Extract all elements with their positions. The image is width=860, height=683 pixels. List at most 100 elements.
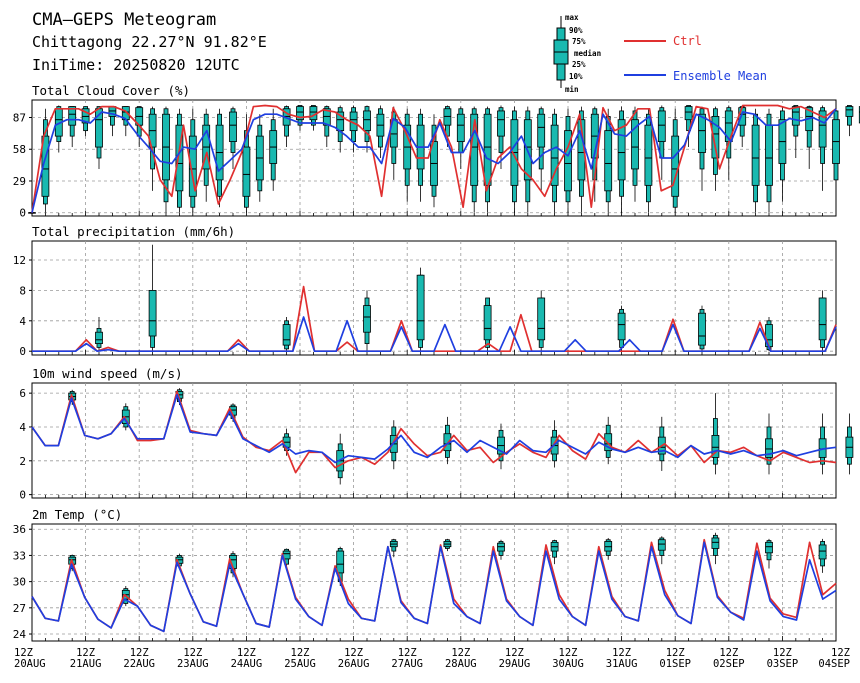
x-tick-label-date: 02SEP — [713, 658, 745, 670]
ensemble-box — [711, 532, 720, 565]
box-p25-p75 — [711, 116, 720, 159]
box-p25-p75 — [537, 297, 546, 341]
ensemble-box — [523, 106, 532, 213]
y-tick-label: 0 — [19, 207, 26, 220]
box-p25-p75 — [363, 110, 371, 132]
ensemble-box — [631, 106, 639, 202]
box-p25-p75 — [336, 550, 345, 574]
x-tick-label-hour: 12Z — [291, 647, 310, 659]
y-tick-label: 24 — [13, 628, 27, 641]
x-tick-label-date: 23AUG — [177, 658, 209, 670]
x-tick-label-date: 04SEP — [818, 658, 850, 670]
ensemble-box — [765, 317, 773, 352]
mean-series-line — [32, 316, 837, 353]
box-p25-p75 — [751, 124, 760, 186]
box-p25-p75 — [483, 305, 492, 341]
x-tick-label-date: 03SEP — [767, 658, 799, 670]
x-tick-label-date: 28AUG — [445, 658, 477, 670]
init-time-label: IniTime: 20250820 12UTC — [32, 56, 240, 74]
ensemble-box — [416, 267, 425, 352]
ensemble-box — [497, 105, 505, 169]
ensemble-box — [698, 305, 706, 352]
ensemble-box — [818, 538, 827, 573]
box-p25-p75 — [456, 113, 465, 142]
box-p25-p75 — [604, 433, 613, 452]
box-p25-p75 — [738, 107, 747, 126]
box-p25-p75 — [631, 119, 639, 170]
x-tick-label-date: 27AUG — [391, 658, 423, 670]
ensemble-box — [403, 108, 412, 202]
ensemble-box — [95, 317, 103, 352]
ensemble-box — [818, 290, 827, 352]
ensemble-box — [644, 108, 653, 213]
mean-series-line — [31, 393, 837, 464]
ensemble-box — [148, 244, 157, 352]
ensemble-box — [671, 108, 680, 213]
box-p25-p75 — [550, 124, 559, 186]
mean-series-line — [31, 541, 837, 633]
mean-series-line — [31, 108, 837, 213]
y-tick-label: 4 — [19, 315, 26, 328]
panel-title: 10m wind speed (m/s) — [32, 366, 183, 381]
ensemble-box — [456, 106, 465, 169]
box-p25-p75 — [711, 537, 720, 549]
y-tick-label: 58 — [13, 143, 26, 156]
ensemble-box — [443, 538, 452, 552]
y-tick-label: 87 — [13, 112, 26, 125]
x-tick-label-date: 30AUG — [552, 658, 584, 670]
box-p25-p75 — [644, 124, 653, 186]
ensemble-box — [336, 105, 345, 153]
ensemble-box — [657, 105, 666, 180]
x-tick-label-date: 24AUG — [231, 658, 263, 670]
ensemble-box — [657, 536, 666, 565]
ensemble-box — [54, 105, 63, 153]
ensemble-box — [95, 106, 103, 169]
x-tick-label-hour: 12Z — [559, 647, 578, 659]
box-p25-p75 — [41, 135, 50, 197]
ensemble-box — [604, 537, 613, 560]
box-p25-p75 — [296, 106, 304, 121]
ensemble-box — [376, 105, 385, 158]
box-p25-p75 — [617, 312, 626, 341]
x-tick-label-hour: 12Z — [398, 647, 417, 659]
panel-title: 2m Temp (°C) — [32, 507, 122, 522]
ensemble-box — [309, 105, 318, 131]
location-label: Chittagong 22.27°N 91.82°E — [32, 33, 267, 51]
ensemble-box — [483, 297, 492, 352]
box-p25-p75 — [684, 106, 693, 121]
box-p25-p75 — [81, 108, 90, 124]
panel-3: 10m wind speed (m/s) 0 2 4 6 — [19, 366, 854, 502]
ensemble-box — [363, 105, 371, 153]
ensemble-box — [818, 413, 827, 475]
y-tick-label: 0 — [19, 345, 26, 358]
y-tick-label: 29 — [13, 175, 26, 188]
x-tick-label-hour: 12Z — [183, 647, 202, 659]
box-p25-p75 — [711, 435, 720, 458]
x-tick-label-date: 31AUG — [606, 658, 638, 670]
x-tick-label-hour: 12Z — [130, 647, 149, 659]
box-p25-p75 — [95, 331, 103, 345]
x-tick-label-hour: 12Z — [344, 647, 363, 659]
y-tick-label: 27 — [13, 602, 26, 615]
ensemble-box — [322, 105, 331, 148]
box-legend-p75: 75% — [572, 37, 586, 46]
box-p25-p75 — [363, 305, 371, 333]
box-p25-p75 — [483, 113, 492, 186]
ensemble-box — [711, 393, 720, 475]
box-legend-p10: 10% — [569, 72, 583, 81]
ensemble-box — [550, 539, 559, 565]
box-p25-p75 — [765, 124, 773, 186]
panel-2: Total precipitation (mm/6h) 0 4 8 12 — [13, 224, 837, 358]
y-tick-label: 12 — [13, 254, 26, 267]
ensemble-box — [28, 212, 36, 214]
ctrl-legend-label: Ctrl — [673, 34, 702, 48]
ensemble-box — [68, 106, 77, 148]
ensemble-box — [497, 423, 505, 470]
x-tick-label-hour: 12Z — [451, 647, 470, 659]
box-p25-p75 — [791, 106, 800, 126]
box-p25-p75 — [242, 146, 251, 197]
ensemble-box — [296, 105, 304, 131]
box-p25-p75 — [604, 130, 613, 192]
ensemble-box — [282, 317, 291, 352]
x-tick-label-hour: 12Z — [14, 647, 33, 659]
